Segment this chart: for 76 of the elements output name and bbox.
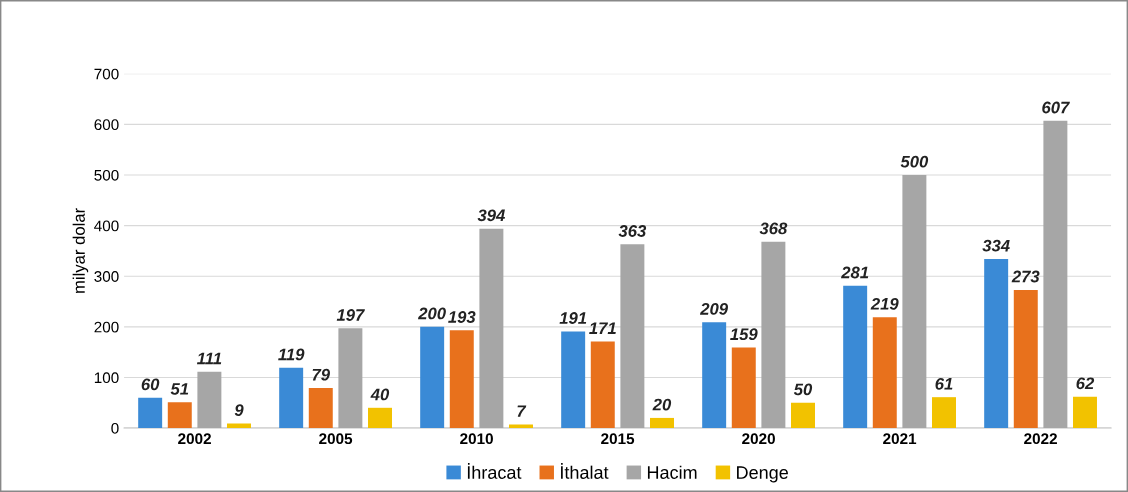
data-label: 363: [618, 225, 647, 237]
bar: [843, 285, 868, 429]
bar: [650, 417, 674, 429]
data-label: 193: [448, 311, 476, 323]
bar: [368, 407, 392, 429]
bar: [620, 244, 645, 429]
bar: [932, 397, 956, 429]
bar: [197, 371, 222, 429]
data-label: 40: [370, 388, 390, 401]
bar: [590, 341, 615, 429]
bar: [308, 388, 333, 429]
y-tick-label: 200: [94, 321, 119, 333]
y-tick-label: 700: [94, 68, 119, 80]
data-label: 281: [841, 266, 869, 279]
data-label: 50: [793, 383, 813, 396]
bar: [420, 326, 445, 429]
data-label: 197: [336, 309, 365, 321]
bar: [279, 367, 304, 429]
bar: [791, 402, 815, 429]
legend-label: Denge: [737, 466, 788, 483]
data-label: 394: [477, 209, 506, 222]
bar: [1013, 289, 1038, 429]
data-label: 334: [982, 239, 1010, 252]
data-label: 200: [418, 307, 446, 320]
bar: [872, 317, 897, 429]
data-label: 7: [517, 405, 527, 417]
y-tick-label: 100: [94, 372, 119, 384]
bar: [338, 328, 363, 429]
data-label: 60: [141, 378, 160, 391]
data-label: 62: [1076, 377, 1095, 390]
x-tick-label: 2010: [460, 433, 493, 445]
y-tick-label: 300: [94, 271, 119, 282]
data-label: 209: [700, 303, 728, 315]
data-label: 368: [759, 222, 788, 235]
bar: [449, 330, 474, 429]
data-label: 191: [559, 312, 587, 324]
bar: [984, 259, 1009, 429]
legend-label: Hacim: [647, 465, 697, 479]
bar: [702, 322, 727, 429]
y-tick-label: 0: [111, 422, 119, 434]
x-tick-label: 2020: [742, 433, 775, 445]
bar: [479, 228, 504, 429]
data-label: 219: [870, 297, 899, 310]
x-tick-label: 2005: [319, 433, 353, 445]
data-label: 159: [730, 328, 758, 341]
bar: [1073, 396, 1097, 429]
bar: [1043, 120, 1068, 429]
data-label: 61: [935, 377, 953, 390]
bar: [761, 241, 786, 429]
data-label: 79: [312, 368, 330, 381]
y-tick-label: 500: [94, 169, 119, 181]
bar: [227, 423, 251, 429]
y-tick-label: 600: [94, 119, 119, 131]
bar: [167, 402, 192, 429]
bar: [731, 347, 756, 429]
x-tick-label: 2002: [178, 433, 211, 445]
y-tick-label: 400: [94, 220, 119, 232]
data-label: 111: [196, 352, 222, 365]
data-label: 171: [589, 322, 616, 334]
bar: [509, 424, 533, 429]
data-label: 273: [1011, 270, 1040, 283]
bar: [138, 397, 163, 429]
data-label: 607: [1042, 101, 1070, 114]
data-label: 500: [900, 155, 929, 168]
legend-label: İthalat: [561, 463, 609, 479]
bar: [902, 175, 927, 429]
x-tick-label: 2022: [1024, 433, 1057, 445]
data-label: 51: [170, 383, 189, 395]
legend-label: İhracat: [467, 463, 522, 479]
data-label: 20: [652, 398, 672, 411]
bar: [561, 331, 586, 429]
data-label: 9: [234, 404, 244, 417]
data-label: 119: [278, 348, 305, 361]
x-tick-label: 2015: [601, 433, 635, 445]
y-axis-title: milyar dolar: [72, 208, 89, 293]
x-tick-label: 2021: [883, 433, 917, 445]
